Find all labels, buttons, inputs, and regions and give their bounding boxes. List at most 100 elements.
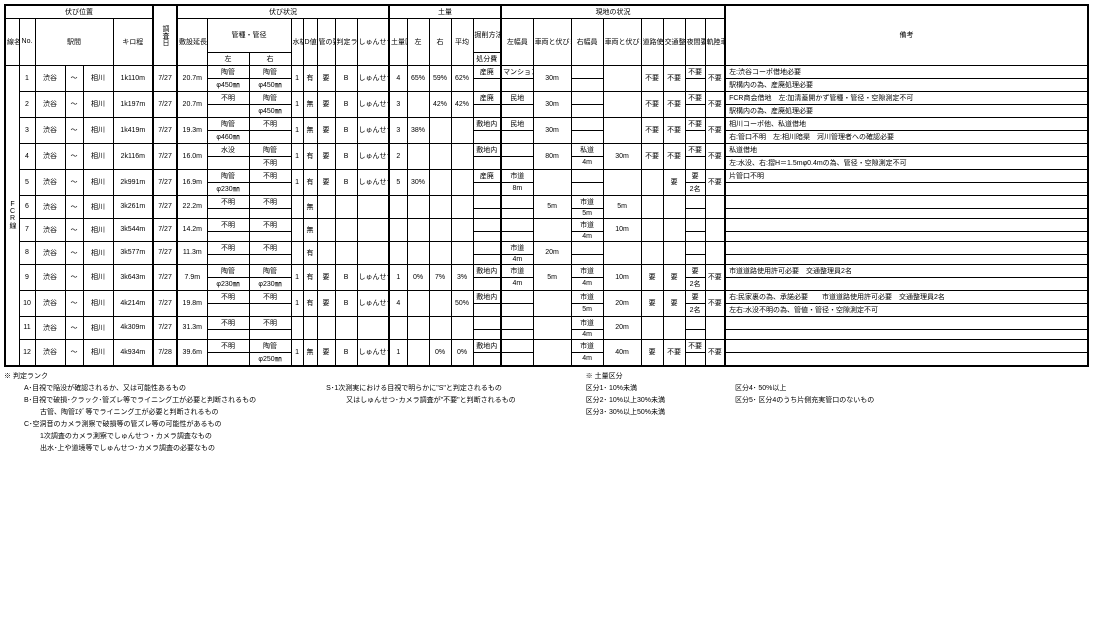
cell: [389, 316, 407, 339]
legend-item: 区分4･ 50%以上: [735, 383, 874, 393]
cell: 1: [291, 264, 303, 290]
cell: 7/27: [153, 65, 177, 91]
cell: [501, 290, 533, 303]
cell: しゅんせつ・カメラ: [357, 91, 389, 117]
cell: 不要: [685, 65, 705, 78]
cell: 相川: [83, 143, 113, 169]
cell: [501, 329, 533, 339]
cell: FCR線: [5, 65, 19, 366]
cell: [207, 208, 249, 218]
cell: [357, 195, 389, 218]
cell: 相川: [83, 290, 113, 316]
cell: [501, 78, 533, 91]
h-date: 調査日: [153, 5, 177, 65]
cell: [641, 195, 663, 218]
cell: [473, 195, 501, 208]
cell: 市道道路使用許可必要 交通整理員2名: [725, 264, 1088, 277]
cell: φ460㎜: [207, 130, 249, 143]
cell: 要: [317, 264, 335, 290]
cell: 40m: [603, 339, 641, 366]
cell: 不明: [249, 117, 291, 130]
cell: [473, 208, 501, 218]
cell: 産廃: [473, 91, 501, 104]
cell: 16.9m: [177, 169, 207, 195]
cell: [429, 316, 451, 339]
legend-item: B･目視で破損･クラック･管ズレ等でライニング工が必要と判断されるもの: [24, 395, 256, 405]
cell: [641, 218, 663, 241]
cell: [207, 156, 249, 169]
cell: 7/27: [153, 316, 177, 339]
h-rw: 右幅員: [571, 19, 603, 66]
cell: [207, 329, 249, 339]
cell: 4m: [571, 329, 603, 339]
cell: [501, 218, 533, 231]
cell: 相川: [83, 195, 113, 218]
cell: 7/27: [153, 195, 177, 218]
cell: ～: [65, 143, 83, 169]
cell: しゅんせつ・カメラ: [357, 65, 389, 91]
legend-item: 区分5･ 区分4のうち片側充実管口のないもの: [735, 395, 874, 405]
cell: [533, 169, 571, 195]
cell: 4: [389, 290, 407, 316]
h-sm2: 処分費: [473, 52, 501, 65]
cell: [207, 254, 249, 264]
cell: 駅構内の為、産廃処理必要: [725, 104, 1088, 117]
h-kilo: キロ程: [113, 19, 153, 66]
cell: 16.0m: [177, 143, 207, 169]
cell: [571, 91, 603, 104]
cell: [407, 195, 429, 218]
cell: 42%: [451, 91, 473, 117]
cell: [603, 91, 641, 117]
cell: 不要: [641, 91, 663, 117]
cell: [249, 254, 291, 264]
table-body: FCR線1渋谷～相川1k110m7/2720.7m陶管陶管1有要Bしゅんせつ・カ…: [5, 65, 1088, 366]
cell: 8m: [501, 182, 533, 195]
cell: 無: [303, 339, 317, 366]
cell: 2名: [685, 303, 705, 316]
h-lw: 左幅員: [501, 19, 533, 66]
cell: 相川: [83, 91, 113, 117]
cell: 不明: [207, 241, 249, 254]
cell: 不明: [249, 169, 291, 182]
cell: 要: [317, 169, 335, 195]
cell: [533, 218, 571, 241]
cell: 要: [685, 264, 705, 277]
cell: 30m: [603, 143, 641, 169]
h-tr: 交通整理員: [663, 19, 685, 66]
cell: 不明: [249, 195, 291, 208]
cell: 不要: [705, 264, 725, 290]
cell: [501, 143, 533, 156]
cell: [317, 241, 335, 264]
cell: 4m: [571, 277, 603, 290]
cell: 市道: [501, 264, 533, 277]
cell: 不要: [705, 290, 725, 316]
legend-item: 古管、陶管ｴﾀﾞ等でライニング工が必要と判断されるもの: [40, 407, 256, 417]
cell: しゅんせつ・カメラ: [357, 290, 389, 316]
cell: 不明: [207, 316, 249, 329]
cell: 要: [317, 65, 335, 91]
cell: [407, 218, 429, 241]
cell: [429, 290, 451, 316]
cell: 1: [291, 169, 303, 195]
cell: [571, 182, 603, 195]
cell: 無: [303, 195, 317, 218]
cell: 不要: [663, 65, 685, 91]
cell: 4m: [571, 352, 603, 366]
cell: [501, 104, 533, 117]
cell: [407, 143, 429, 169]
cell: 不明: [249, 218, 291, 231]
cell: ～: [65, 290, 83, 316]
cell: 渋谷: [35, 91, 65, 117]
cell: しゅんせつ・カメラ: [357, 117, 389, 143]
cell: 不要: [705, 117, 725, 143]
cell: B: [335, 91, 357, 117]
cell: 無: [303, 218, 317, 241]
cell: 片管口不明: [725, 169, 1088, 182]
cell: 有: [303, 264, 317, 290]
cell: [685, 352, 705, 366]
cell: 4: [19, 143, 35, 169]
cell: [571, 241, 603, 254]
cell: [725, 254, 1088, 264]
cell: 市道: [571, 339, 603, 352]
cell: [451, 241, 473, 264]
